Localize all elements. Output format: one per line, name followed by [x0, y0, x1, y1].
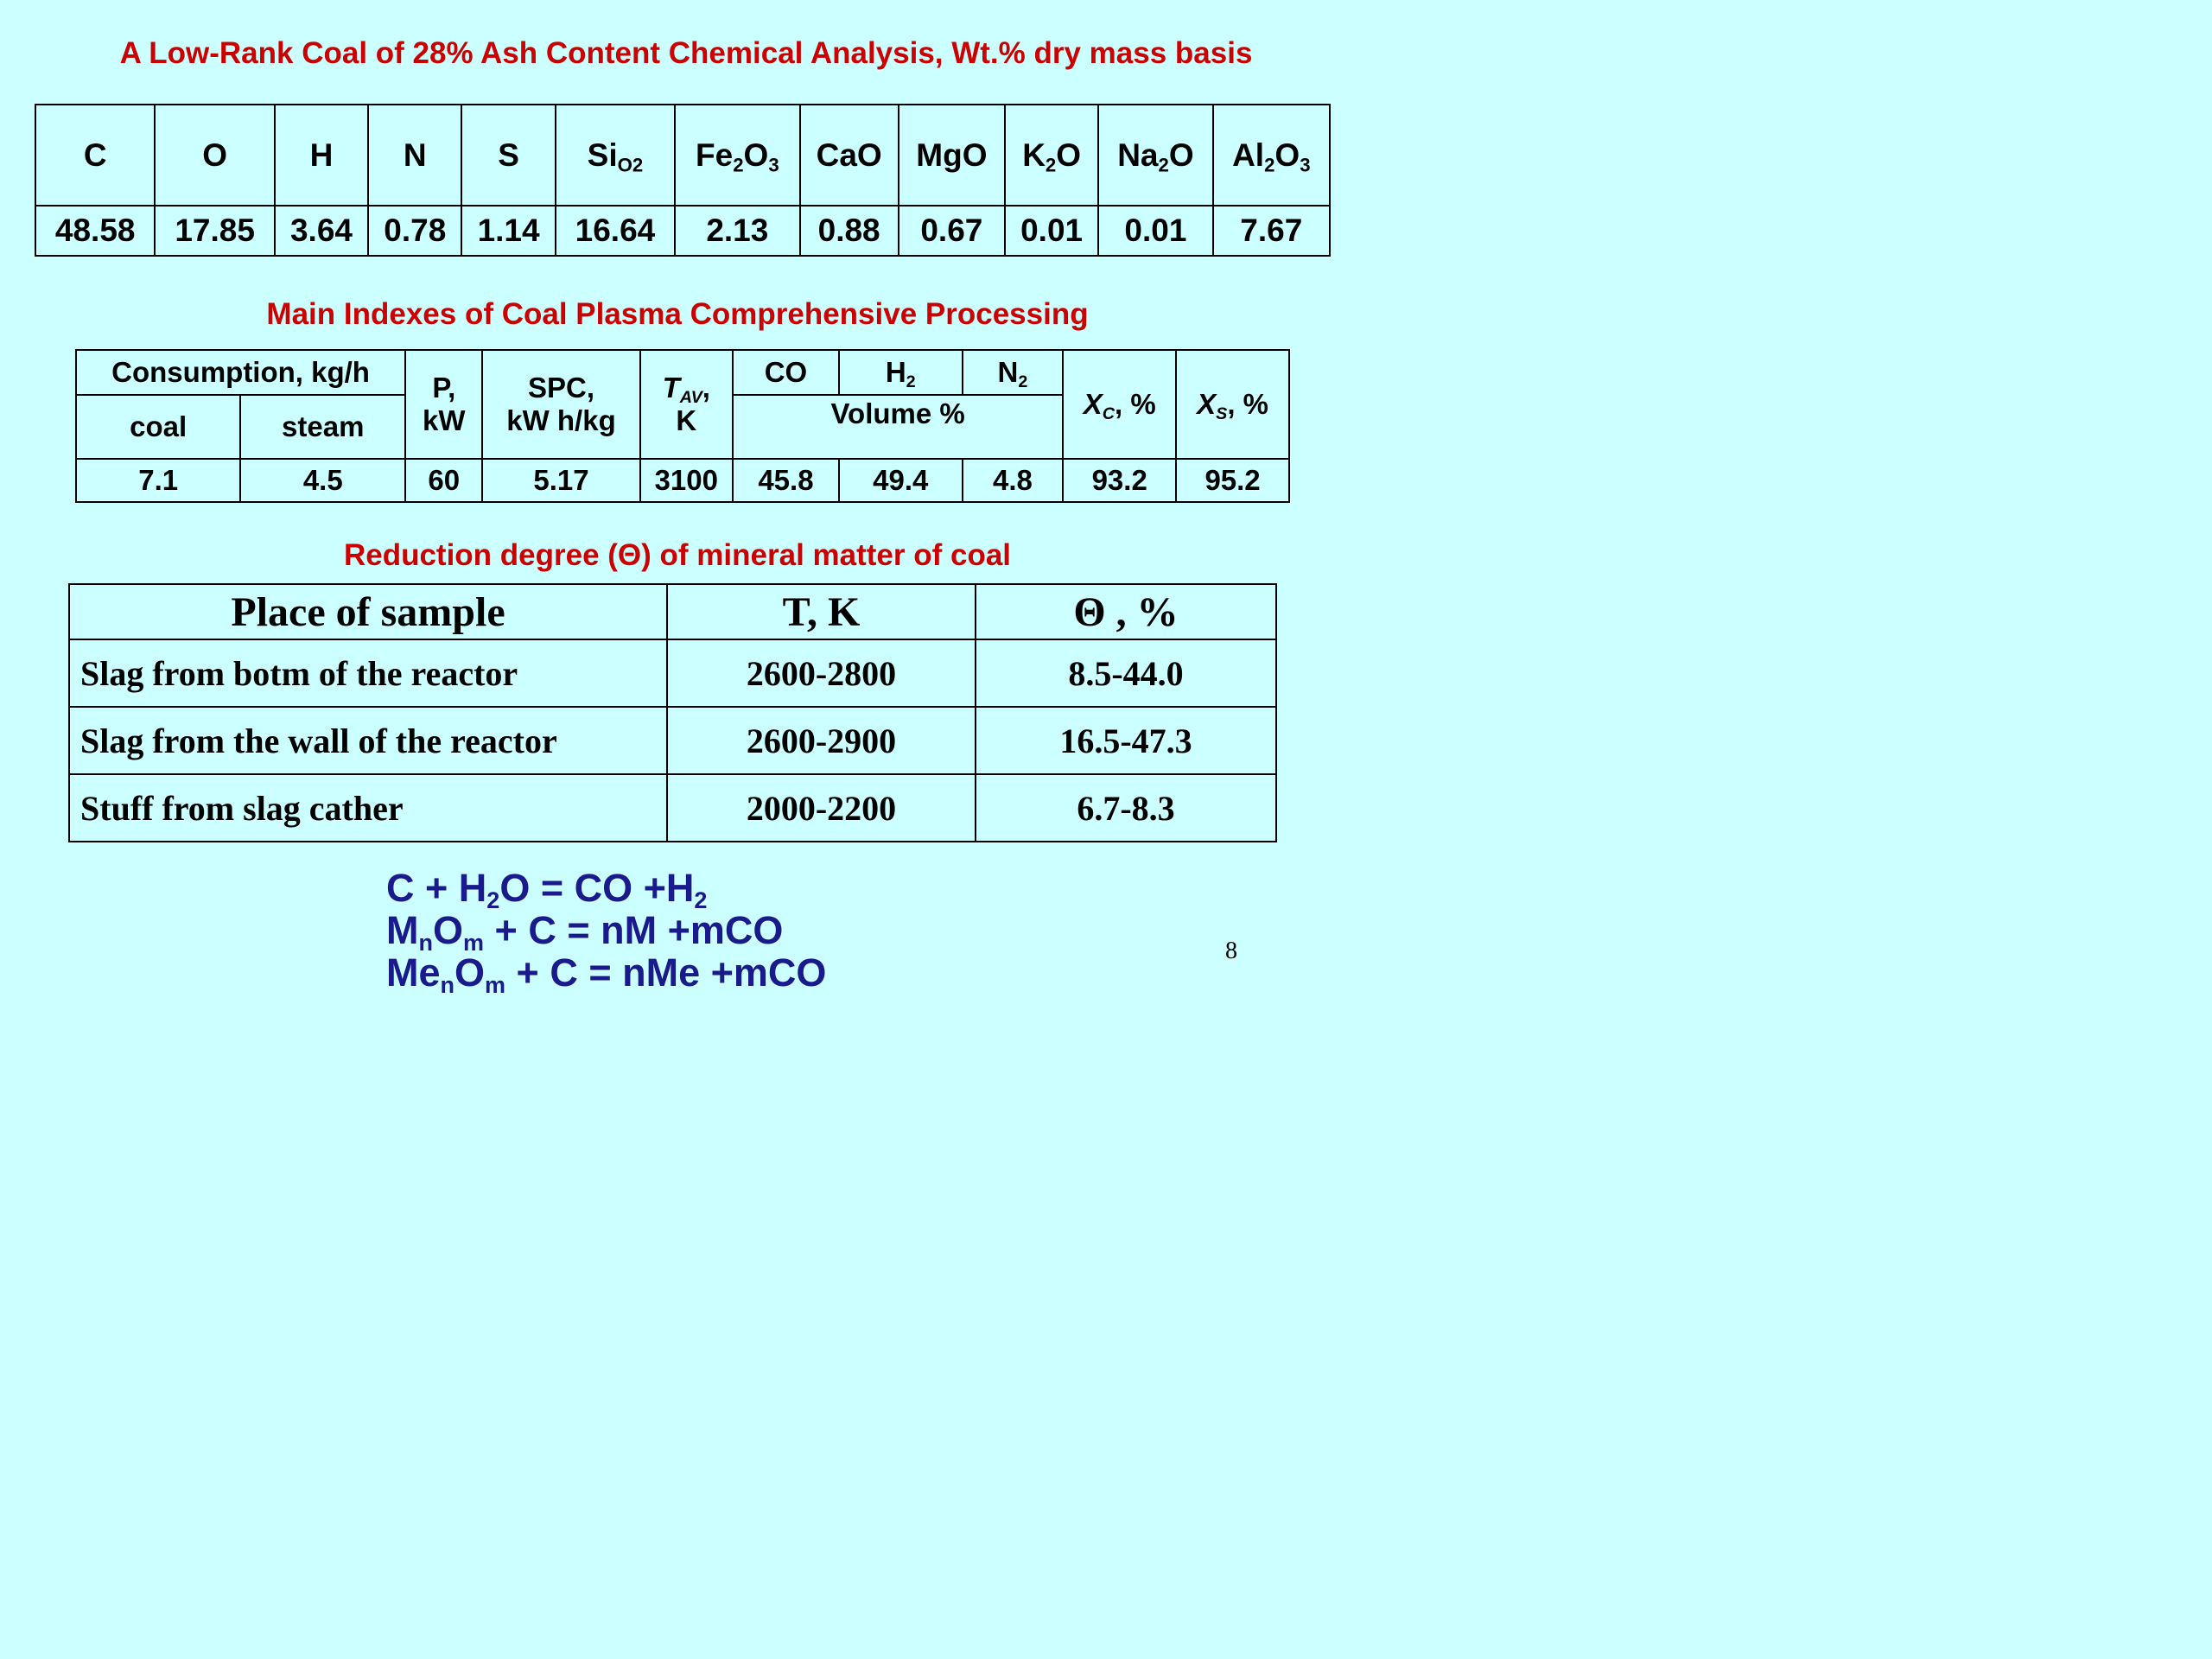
theta-cell: 16.5-47.3 — [975, 706, 1277, 775]
header-n: N — [367, 104, 463, 207]
value-cell: 16.64 — [554, 205, 677, 257]
value-cell: 5.17 — [481, 458, 641, 503]
xs-header: XS, % — [1175, 349, 1290, 460]
chemical-analysis-table: C O H N S SiO2 Fe2O3 CaO MgO K2O Na2O Al… — [34, 104, 1332, 257]
reduction-degree-table: Place of sample T, K Θ , % Slag from bot… — [68, 583, 1277, 842]
theta-cell: 8.5-44.0 — [975, 639, 1277, 708]
temperature-cell: 2600-2800 — [666, 639, 976, 708]
value-cell: 49.4 — [837, 458, 963, 503]
table2-header-row-2: coal steam Volume % — [74, 394, 1289, 460]
value-cell: 0.88 — [798, 205, 899, 257]
place-cell: Slag from botm of the reactor — [68, 639, 668, 708]
spc-header: SPC, kW h/kg — [481, 349, 641, 460]
value-cell: 1.14 — [461, 205, 556, 257]
equation-line: MenOm + C = nMe +mCO — [386, 950, 827, 999]
equation-line: C + H2O = CO +H2 — [386, 866, 708, 914]
value-cell: 3.64 — [273, 205, 370, 257]
header-s: S — [461, 104, 556, 207]
header-fe2o3: Fe2O3 — [674, 104, 801, 207]
theta-header: Θ , % — [975, 583, 1277, 640]
table3-title: Reduction degree (Θ) of mineral matter o… — [343, 538, 1012, 572]
header-na2o: Na2O — [1097, 104, 1214, 207]
tav-header: TAV, K — [639, 349, 734, 460]
table-row: Stuff from slag cather 2000-2200 6.7-8.3 — [68, 773, 1277, 842]
co-header: CO — [731, 349, 840, 396]
h2-header: H2 — [837, 349, 963, 396]
table1-value-row: 48.58 17.85 3.64 0.78 1.14 16.64 2.13 0.… — [34, 205, 1332, 257]
page-number: 8 — [1225, 938, 1237, 964]
value-cell: 93.2 — [1062, 458, 1178, 503]
table-row: Slag from the wall of the reactor 2600-2… — [68, 706, 1277, 775]
value-cell: 95.2 — [1175, 458, 1290, 503]
table-row: Slag from botm of the reactor 2600-2800 … — [68, 639, 1277, 708]
reaction-equations: C + H2O = CO +H2 MnOm + C = nM +mCO MenO… — [386, 866, 827, 999]
table2-value-row: 7.1 4.5 60 5.17 3100 45.8 49.4 4.8 93.2 … — [74, 458, 1290, 503]
n2-header: N2 — [961, 349, 1065, 396]
header-al2o3: Al2O3 — [1211, 104, 1332, 207]
place-header: Place of sample — [68, 583, 668, 640]
steam-header: steam — [239, 394, 407, 460]
place-cell: Slag from the wall of the reactor — [68, 706, 668, 775]
coal-header: coal — [74, 394, 242, 460]
power-header: P, kW — [404, 349, 484, 460]
header-c: C — [34, 104, 156, 207]
temperature-cell: 2000-2200 — [666, 773, 976, 842]
value-cell: 48.58 — [34, 205, 156, 257]
value-cell: 0.01 — [1003, 205, 1100, 257]
value-cell: 4.5 — [239, 458, 407, 503]
place-cell: Stuff from slag cather — [68, 773, 668, 842]
header-o: O — [154, 104, 276, 207]
table3-header-row: Place of sample T, K Θ , % — [68, 583, 1277, 640]
value-cell: 0.01 — [1097, 205, 1214, 257]
value-cell: 2.13 — [674, 205, 801, 257]
volume-header: Volume % — [731, 394, 1065, 460]
value-cell: 45.8 — [731, 458, 840, 503]
table2-title: Main Indexes of Coal Plasma Comprehensiv… — [266, 297, 1089, 331]
equation-line: MnOm + C = nM +mCO — [386, 908, 784, 957]
table2-header-row-1: Consumption, kg/h P, kW SPC, kW h/kg TAV, K… — [74, 349, 1290, 460]
temperature-cell: 2600-2900 — [666, 706, 976, 775]
consumption-header: Consumption, kg/h — [74, 349, 407, 396]
value-cell: 7.67 — [1211, 205, 1332, 257]
value-cell: 60 — [404, 458, 484, 503]
plasma-processing-table: Consumption, kg/h P, kW SPC, kW h/kg TAV, K… — [74, 349, 1290, 503]
header-mgo: MgO — [897, 104, 1006, 207]
value-cell: 0.78 — [367, 205, 463, 257]
xc-header: XC, % — [1062, 349, 1178, 460]
table1-title: A Low-Rank Coal of 28% Ash Content Chemi… — [119, 36, 1253, 70]
header-cao: CaO — [798, 104, 899, 207]
value-cell: 3100 — [639, 458, 734, 503]
table1-header-row: C O H N S SiO2 Fe2O3 CaO MgO K2O Na2O Al… — [34, 104, 1332, 207]
header-sio2: SiO2 — [554, 104, 677, 207]
temperature-header: T, K — [666, 583, 976, 640]
value-cell: 0.67 — [897, 205, 1006, 257]
header-k2o: K2O — [1003, 104, 1100, 207]
value-cell: 7.1 — [74, 458, 242, 503]
theta-cell: 6.7-8.3 — [975, 773, 1277, 842]
value-cell: 17.85 — [154, 205, 276, 257]
header-h: H — [273, 104, 370, 207]
value-cell: 4.8 — [961, 458, 1065, 503]
